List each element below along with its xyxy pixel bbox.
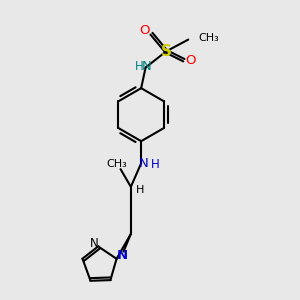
Text: S: S [161,44,172,59]
Text: O: O [140,24,150,37]
Text: H: H [136,185,145,195]
Text: N: N [142,61,152,74]
Text: N: N [90,237,98,250]
Text: CH₃: CH₃ [199,33,219,43]
Text: H: H [151,158,160,171]
Text: N: N [139,157,148,170]
Text: N: N [116,249,128,262]
Text: CH₃: CH₃ [106,159,128,169]
Text: H: H [135,61,143,74]
Text: O: O [185,54,196,67]
